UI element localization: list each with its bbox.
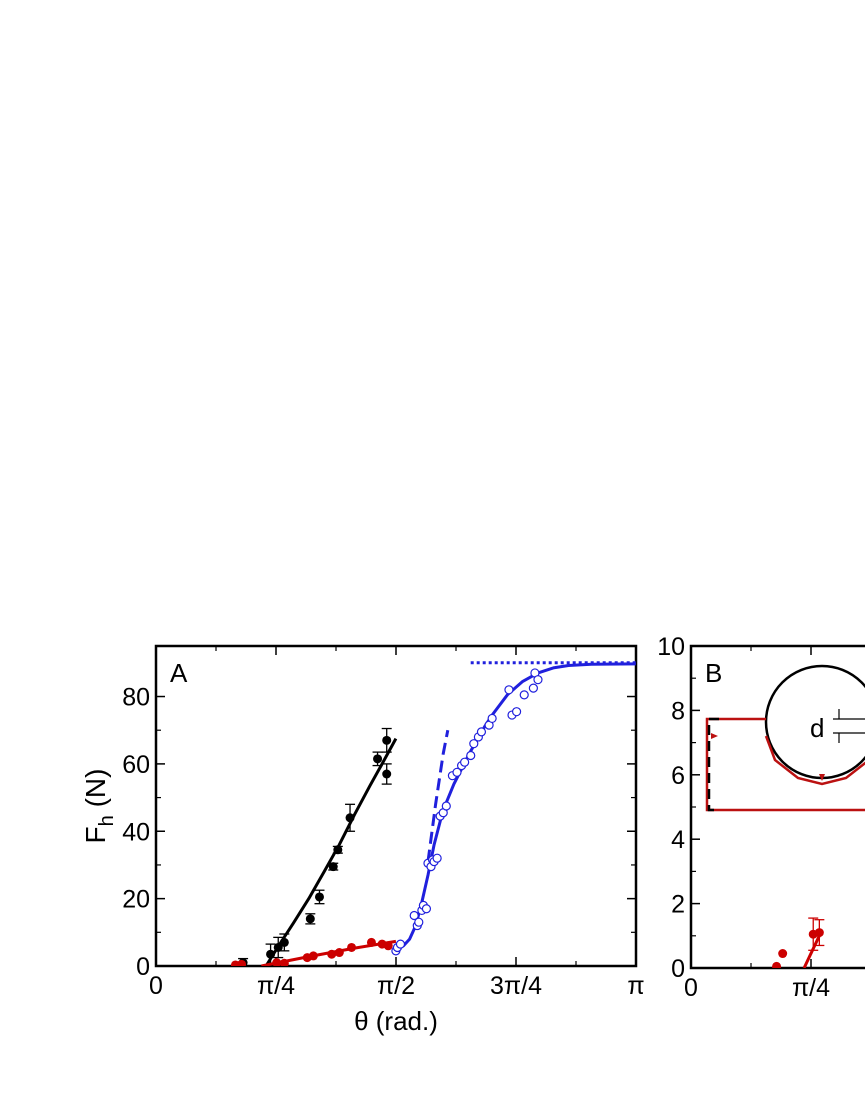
data-point (511, 707, 522, 717)
x-tick-label: 0 (149, 972, 163, 1000)
x-tick-label: 3π/4 (490, 972, 542, 1000)
y-tick-label: 10 (657, 633, 685, 661)
y-tick-label: 40 (122, 818, 150, 846)
y-tick-label: 80 (122, 684, 150, 712)
y-tick-label: 0 (136, 953, 150, 981)
plot-area (230, 661, 636, 966)
x-tick-label: π/4 (792, 974, 830, 1002)
fit-line (264, 737, 398, 966)
data-point (328, 862, 338, 872)
fit-line (395, 662, 636, 951)
panel-b: 0π/40246810Bθ (rad (657, 633, 865, 1002)
y-tick-label: 2 (671, 891, 685, 919)
y-axis-label-unit: (N) (80, 769, 111, 816)
inset-arrowhead (819, 774, 825, 781)
data-point (409, 910, 419, 921)
data-point (778, 949, 788, 959)
data-point (441, 801, 451, 811)
data-point (333, 845, 343, 855)
data-point (373, 754, 383, 764)
y-tick-label: 6 (671, 762, 685, 790)
data-point (772, 961, 782, 968)
asymptote-dashed-line (426, 729, 450, 862)
y-tick-label: 4 (671, 826, 685, 854)
y-axis-label-subscript: h (96, 815, 118, 826)
data-point (504, 685, 514, 695)
inset-dashed-bracket (707, 717, 719, 812)
data-point (395, 939, 406, 949)
data-point (347, 942, 357, 952)
data-point (266, 949, 276, 959)
data-point (421, 904, 432, 914)
data-point (452, 767, 462, 777)
plot-area (772, 917, 825, 968)
panel-a: 0 π/4 π/2 3π/4 π 0 20 40 60 80 Aθ (rad.) Fh (N) (80, 644, 645, 1036)
x-tick-label: 0 (684, 974, 698, 1002)
data-point (305, 914, 315, 924)
data-point (237, 959, 247, 966)
y-tick-label: 8 (671, 697, 685, 725)
inset-loop (705, 717, 865, 812)
inset-deformed-contour (764, 735, 865, 786)
data-point (272, 958, 282, 966)
y-axis-label: Fh (N) (80, 769, 118, 844)
data-point (487, 713, 497, 724)
data-point (345, 813, 355, 823)
fit-line (802, 935, 821, 968)
data-point (814, 928, 824, 938)
data-point (382, 769, 392, 779)
data-point (466, 750, 476, 761)
y-axis-label-main: F (80, 826, 111, 843)
plot-frame (154, 644, 638, 968)
panel-label: B (705, 658, 722, 688)
data-point (327, 949, 337, 959)
inset-label-d: d (810, 713, 824, 743)
inset-schematic: d (705, 664, 865, 812)
x-tick-label: π (627, 972, 644, 1000)
data-point (382, 735, 392, 745)
data-point (279, 937, 289, 947)
inset-arrowhead (711, 733, 718, 739)
data-point (469, 739, 479, 749)
data-point (383, 941, 393, 951)
y-tick-label: 0 (671, 955, 685, 983)
data-point (308, 951, 318, 961)
data-point (273, 942, 283, 952)
panel-label: A (170, 658, 188, 688)
data-point (432, 853, 442, 863)
data-point (366, 937, 376, 947)
data-point (476, 727, 487, 737)
data-point (414, 917, 424, 927)
data-point (334, 948, 344, 958)
data-point (533, 675, 543, 685)
x-axis-label: θ (rad.) (354, 1006, 438, 1036)
y-tick-label: 60 (122, 751, 150, 779)
y-tick-label: 20 (122, 886, 150, 914)
x-tick-label: π/4 (257, 972, 295, 1000)
x-tick-label: π/2 (377, 972, 415, 1000)
data-point (528, 683, 538, 693)
data-point (279, 958, 289, 966)
data-point (314, 892, 324, 902)
data-point (519, 690, 529, 700)
data-point (460, 757, 470, 767)
